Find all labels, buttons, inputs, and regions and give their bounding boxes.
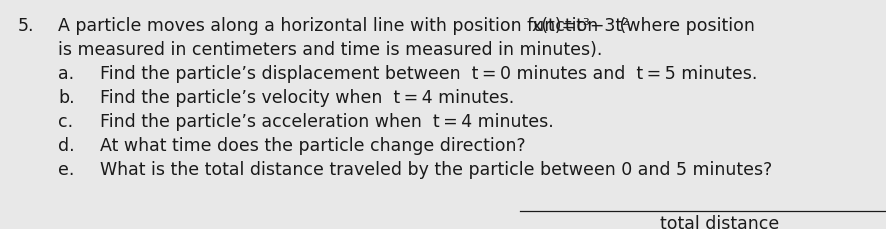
Text: (where position: (where position [614,17,755,35]
Text: e.: e. [58,161,74,179]
Text: 5.: 5. [18,17,35,35]
Text: Find the particle’s velocity when  t = 4 minutes.: Find the particle’s velocity when t = 4 … [100,89,514,107]
Text: b.: b. [58,89,74,107]
Text: x(t)=t³−3t²: x(t)=t³−3t² [532,17,630,35]
Text: total distance: total distance [660,215,780,229]
Text: Find the particle’s displacement between  t = 0 minutes and  t = 5 minutes.: Find the particle’s displacement between… [100,65,758,83]
Text: d.: d. [58,137,74,155]
Text: A particle moves along a horizontal line with position function: A particle moves along a horizontal line… [58,17,603,35]
Text: is measured in centimeters and time is measured in minutes).: is measured in centimeters and time is m… [58,41,602,59]
Text: a.: a. [58,65,74,83]
Text: At what time does the particle change direction?: At what time does the particle change di… [100,137,525,155]
Text: What is the total distance traveled by the particle between 0 and 5 minutes?: What is the total distance traveled by t… [100,161,773,179]
Text: Find the particle’s acceleration when  t = 4 minutes.: Find the particle’s acceleration when t … [100,113,554,131]
Text: c.: c. [58,113,74,131]
